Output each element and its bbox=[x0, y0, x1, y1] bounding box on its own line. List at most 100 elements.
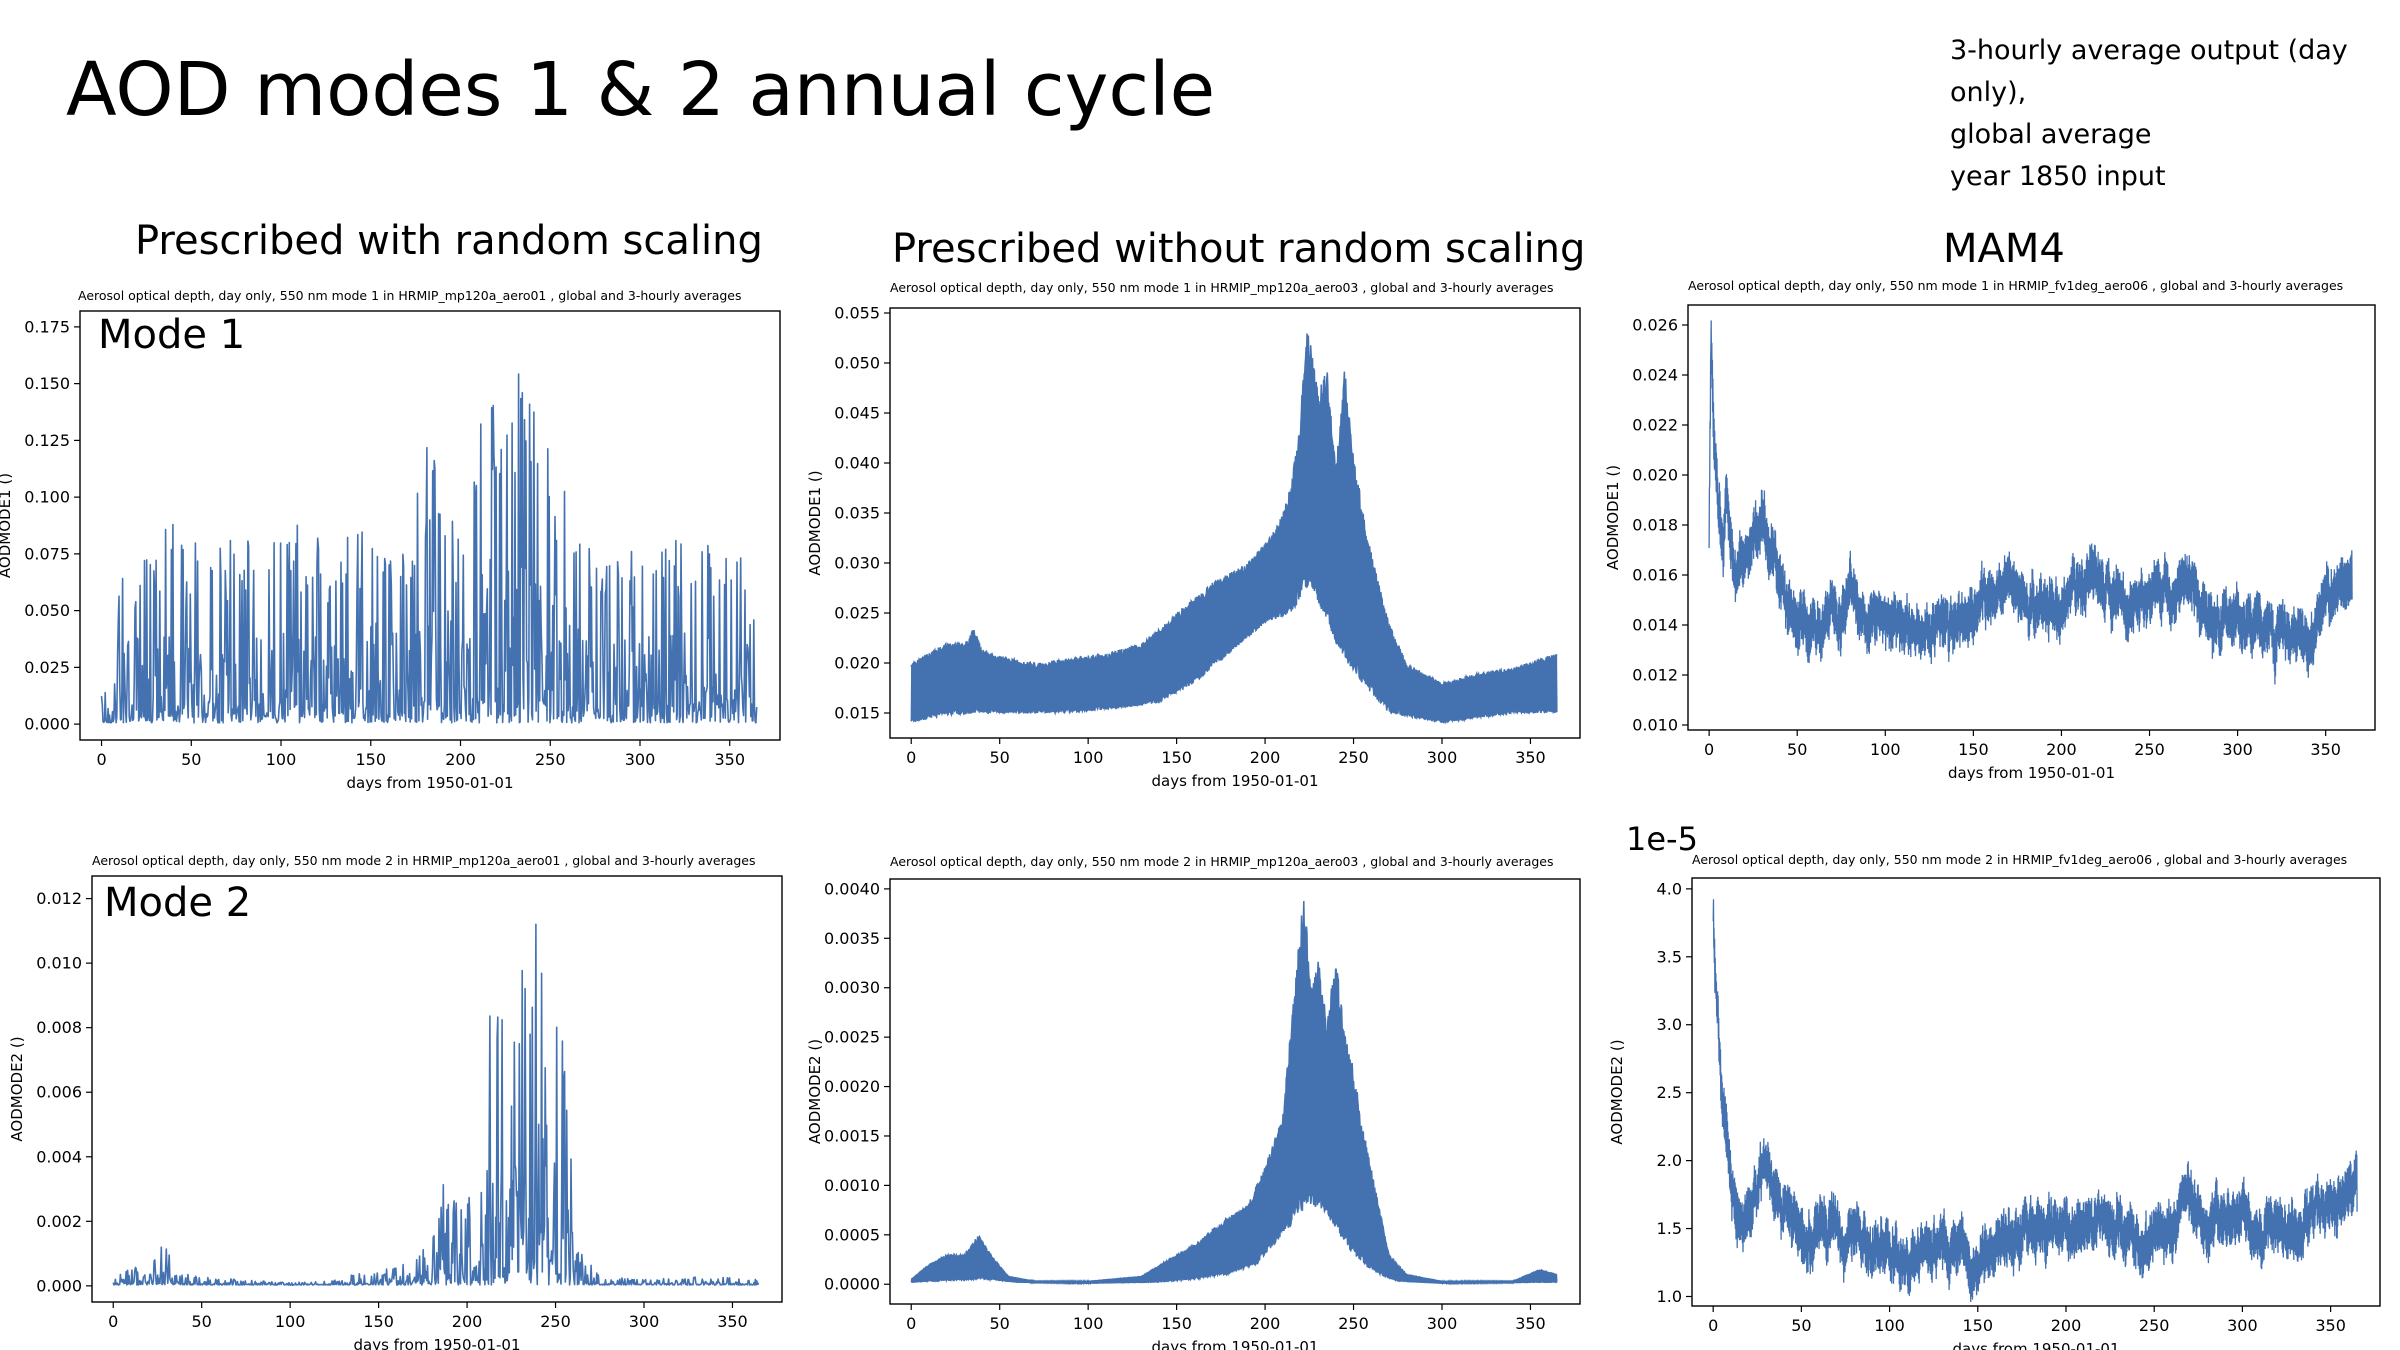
x-tick-label: 150 bbox=[355, 750, 386, 769]
y-tick-label: 0.006 bbox=[36, 1083, 82, 1102]
y-tick-label: 0.016 bbox=[1632, 566, 1678, 585]
y-tick-label: 0.040 bbox=[834, 454, 880, 473]
axes-frame bbox=[889, 307, 1581, 739]
x-tick-label: 200 bbox=[1250, 1314, 1281, 1333]
x-axis-label: days from 1950-01-01 bbox=[1151, 1338, 1318, 1350]
chart-mode1-no-random-scaling: Aerosol optical depth, day only, 550 nm … bbox=[806, 280, 1581, 790]
x-tick-label: 100 bbox=[275, 1312, 306, 1331]
y-tick-label: 0.075 bbox=[24, 544, 70, 563]
y-tick-label: 0.015 bbox=[834, 704, 880, 723]
x-tick-label: 200 bbox=[445, 750, 476, 769]
x-tick-label: 200 bbox=[452, 1312, 483, 1331]
x-axis-label: days from 1950-01-01 bbox=[1952, 1340, 2119, 1350]
y-axis-label: AODMODE2 () bbox=[1608, 1039, 1626, 1144]
x-tick-label: 150 bbox=[1958, 740, 1989, 759]
y-tick-label: 0.020 bbox=[1632, 466, 1678, 485]
y-tick-label: 0.020 bbox=[834, 654, 880, 673]
y-tick-label: 0.175 bbox=[24, 317, 70, 336]
series-line bbox=[1712, 899, 2358, 1303]
slide-title: AOD modes 1 & 2 annual cycle bbox=[66, 47, 1216, 133]
x-tick-label: 150 bbox=[1161, 1314, 1192, 1333]
x-tick-label: 350 bbox=[714, 750, 745, 769]
y-tick-label: 0.0015 bbox=[824, 1126, 880, 1145]
x-tick-label: 300 bbox=[629, 1312, 660, 1331]
x-tick-label: 150 bbox=[363, 1312, 394, 1331]
series-oscillation bbox=[910, 901, 1558, 1286]
y-tick-label: 0.0030 bbox=[824, 978, 880, 997]
series-line bbox=[1708, 320, 2353, 685]
x-tick-label: 50 bbox=[990, 1314, 1010, 1333]
x-tick-label: 350 bbox=[2315, 1316, 2346, 1335]
x-axis-label: days from 1950-01-01 bbox=[353, 1336, 520, 1350]
y-tick-label: 0.0005 bbox=[824, 1225, 880, 1244]
x-tick-label: 300 bbox=[625, 750, 656, 769]
x-tick-label: 250 bbox=[2134, 740, 2165, 759]
x-tick-label: 100 bbox=[1874, 1316, 1905, 1335]
y-tick-label: 0.014 bbox=[1632, 616, 1678, 635]
x-tick-label: 350 bbox=[717, 1312, 748, 1331]
scale-exponent-label: 1e-5 bbox=[1626, 820, 1698, 858]
column-heading-no-random-scaling: Prescribed without random scaling bbox=[892, 226, 1586, 272]
chart-mode1-random-scaling: Aerosol optical depth, day only, 550 nm … bbox=[0, 288, 781, 792]
series-oscillation bbox=[910, 336, 1558, 723]
y-axis-label: AODMODE2 () bbox=[806, 1039, 824, 1144]
column-heading-mam4: MAM4 bbox=[1943, 226, 2065, 272]
y-tick-label: 0.030 bbox=[834, 554, 880, 573]
y-tick-label: 0.026 bbox=[1632, 316, 1678, 335]
x-tick-label: 50 bbox=[990, 748, 1010, 767]
x-tick-label: 50 bbox=[1787, 740, 1807, 759]
plot-title: Aerosol optical depth, day only, 550 nm … bbox=[1692, 852, 2347, 867]
y-tick-label: 0.0040 bbox=[824, 879, 880, 898]
axes-frame bbox=[1691, 877, 2381, 1307]
y-tick-label: 0.100 bbox=[24, 488, 70, 507]
y-axis-label: AODMODE2 () bbox=[8, 1036, 26, 1141]
series-line bbox=[112, 923, 760, 1287]
mode1-label: Mode 1 bbox=[98, 312, 246, 358]
x-tick-label: 50 bbox=[1791, 1316, 1811, 1335]
x-axis-label: days from 1950-01-01 bbox=[346, 774, 513, 792]
axes-frame bbox=[79, 310, 781, 741]
x-tick-label: 0 bbox=[1704, 740, 1714, 759]
x-tick-label: 100 bbox=[1073, 748, 1104, 767]
y-tick-label: 0.045 bbox=[834, 404, 880, 423]
y-tick-label: 1.0 bbox=[1657, 1287, 1682, 1306]
y-tick-label: 0.010 bbox=[1632, 716, 1678, 735]
y-tick-label: 0.004 bbox=[36, 1147, 82, 1166]
y-tick-label: 0.050 bbox=[834, 354, 880, 373]
y-tick-label: 0.012 bbox=[1632, 666, 1678, 685]
y-tick-label: 1.5 bbox=[1657, 1219, 1682, 1238]
y-tick-label: 0.008 bbox=[36, 1018, 82, 1037]
x-tick-label: 0 bbox=[108, 1312, 118, 1331]
x-tick-label: 0 bbox=[906, 1314, 916, 1333]
y-tick-label: 4.0 bbox=[1657, 879, 1682, 898]
axes-frame bbox=[1687, 304, 2376, 731]
series-line bbox=[100, 373, 758, 724]
x-axis-label: days from 1950-01-01 bbox=[1151, 772, 1318, 790]
plot-title: Aerosol optical depth, day only, 550 nm … bbox=[1688, 278, 2343, 293]
plot-title: Aerosol optical depth, day only, 550 nm … bbox=[92, 853, 756, 868]
plot-title: Aerosol optical depth, day only, 550 nm … bbox=[890, 280, 1554, 295]
y-tick-label: 0.010 bbox=[36, 954, 82, 973]
y-axis-label: AODMODE1 () bbox=[0, 473, 14, 578]
y-tick-label: 0.022 bbox=[1632, 416, 1678, 435]
x-tick-label: 100 bbox=[266, 750, 297, 769]
chart-mode2-no-random-scaling: Aerosol optical depth, day only, 550 nm … bbox=[806, 854, 1581, 1350]
y-tick-label: 2.5 bbox=[1657, 1083, 1682, 1102]
plot-title: Aerosol optical depth, day only, 550 nm … bbox=[78, 288, 742, 303]
note-line-1: 3-hourly average output (day only), bbox=[1950, 35, 2348, 108]
x-tick-label: 350 bbox=[1515, 1314, 1546, 1333]
x-tick-label: 150 bbox=[1963, 1316, 1994, 1335]
y-tick-label: 0.000 bbox=[24, 715, 70, 734]
x-tick-label: 250 bbox=[535, 750, 566, 769]
column-heading-random-scaling: Prescribed with random scaling bbox=[135, 218, 763, 264]
x-tick-label: 300 bbox=[2222, 740, 2253, 759]
x-tick-label: 0 bbox=[906, 748, 916, 767]
x-tick-label: 250 bbox=[540, 1312, 571, 1331]
chart-mode2-mam4: Aerosol optical depth, day only, 550 nm … bbox=[1608, 852, 2381, 1350]
x-tick-label: 250 bbox=[1338, 1314, 1369, 1333]
y-tick-label: 0.055 bbox=[834, 304, 880, 323]
x-tick-label: 200 bbox=[2046, 740, 2077, 759]
y-tick-label: 0.0020 bbox=[824, 1077, 880, 1096]
y-tick-label: 3.0 bbox=[1657, 1015, 1682, 1034]
chart-mode2-random-scaling: Aerosol optical depth, day only, 550 nm … bbox=[8, 853, 783, 1350]
